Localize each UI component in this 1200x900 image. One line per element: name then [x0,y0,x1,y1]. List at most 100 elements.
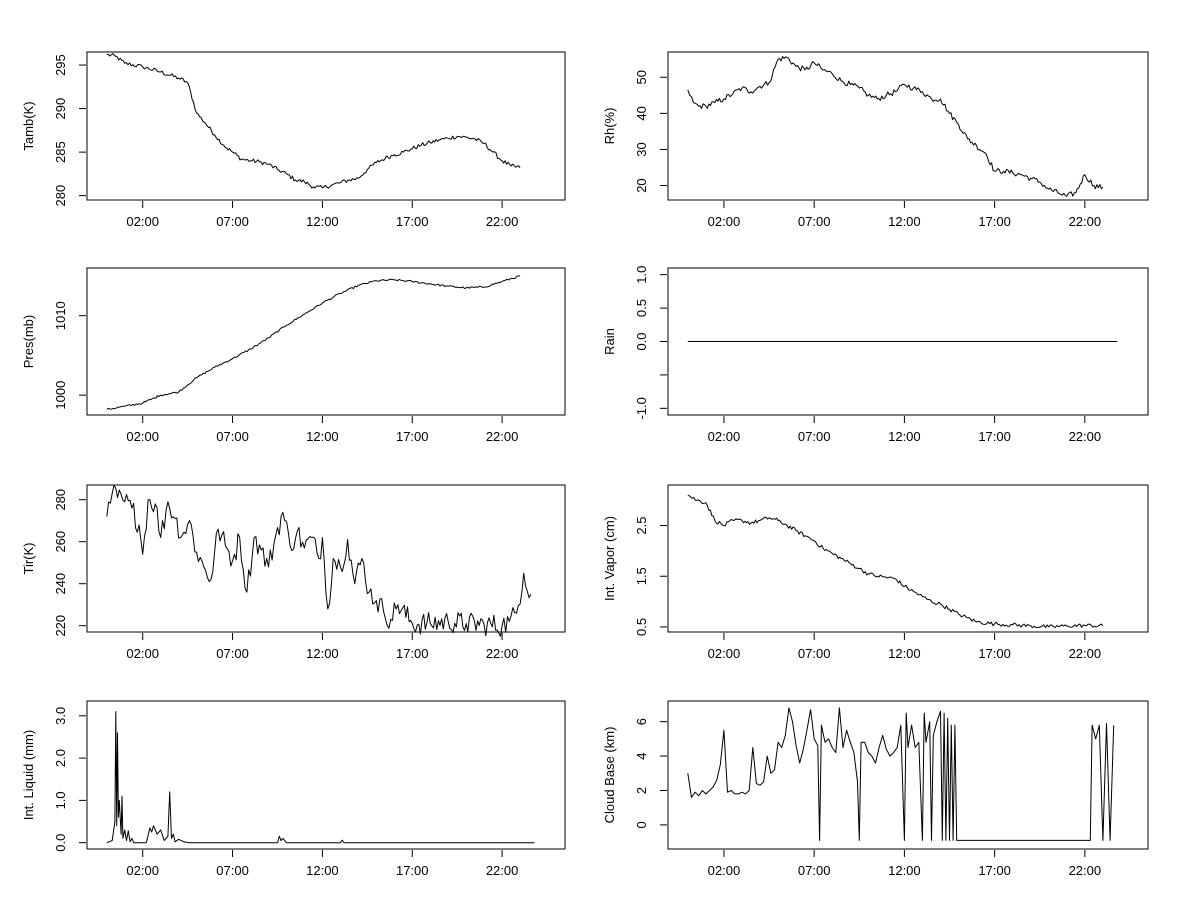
y-axis-title: Rain [602,328,617,355]
y-tick-label: 0.5 [634,618,649,636]
y-tick-label: 260 [53,531,68,553]
x-tick-label: 22:00 [486,429,519,444]
plot-frame [667,484,1149,633]
x-tick-label: 02:00 [126,646,159,661]
x-tick-label: 12:00 [306,214,339,229]
x-tick-label: 17:00 [978,646,1011,661]
y-tick-label: 0 [634,821,649,828]
x-tick-label: 12:00 [888,429,921,444]
x-tick-label: 17:00 [396,429,429,444]
x-tick-label: 12:00 [888,646,921,661]
y-tick-label: 0.5 [634,299,649,317]
x-tick-label: 17:00 [396,646,429,661]
plot-frame [667,700,1149,850]
x-tick-label: 07:00 [216,863,249,878]
plot-frame [667,267,1149,416]
y-tick-label: 2 [634,787,649,794]
chart-panel-cloudbase: 02:00 07:00 12:00 17:00 22:00 0 2 4 6 Cloud Base … [602,700,1149,878]
y-tick-label: 220 [53,615,68,637]
y-tick-label: 240 [53,573,68,595]
x-tick-label: 22:00 [1069,863,1102,878]
x-tick-label: 12:00 [306,429,339,444]
y-axis-title: Int. Vapor (cm) [602,516,617,601]
plot-frame [667,51,1149,201]
x-tick-label: 12:00 [306,646,339,661]
x-tick-label: 07:00 [798,214,831,229]
y-tick-label: 295 [53,54,68,76]
x-tick-label: 17:00 [978,214,1011,229]
plot-frame [86,700,566,850]
y-tick-label: 0.0 [53,834,68,852]
series-line-tamb [106,53,521,189]
y-axis-title: Tir(K) [21,542,36,574]
plot-frame [86,51,566,201]
y-axis-title: Rh(%) [602,108,617,145]
x-tick-label: 02:00 [708,214,741,229]
x-tick-label: 02:00 [126,429,159,444]
series-line-tir [106,484,532,637]
series-line-cloudbase [687,707,1115,841]
y-tick-label: 1000 [53,381,68,410]
y-tick-label: 2.0 [53,749,68,767]
y-axis-title: Tamb(K) [21,101,36,150]
x-tick-label: 22:00 [1069,646,1102,661]
y-tick-label: 290 [53,98,68,120]
x-tick-label: 22:00 [486,646,519,661]
x-tick-label: 12:00 [888,863,921,878]
y-tick-label: 280 [53,185,68,207]
series-line-pres [106,275,521,410]
x-tick-label: 02:00 [126,863,159,878]
y-tick-label: 0.0 [634,332,649,350]
plot-frame [86,484,566,633]
series-line-vapor [687,494,1104,629]
x-tick-label: 02:00 [708,646,741,661]
chart-panel-pres: 02:00 07:00 12:00 17:00 22:00 1000 1010 Pres(mb… [21,267,566,444]
x-tick-label: 22:00 [1069,429,1102,444]
x-tick-label: 07:00 [798,646,831,661]
x-tick-label: 07:00 [216,214,249,229]
y-tick-label: 50 [634,70,649,84]
chart-panel-rh: 02:00 07:00 12:00 17:00 22:00 20 30 40 50 Rh(%) [602,51,1149,229]
x-tick-label: 02:00 [708,863,741,878]
chart-panel-tir: 02:00 07:00 12:00 17:00 22:00 220 240 260 280 Tir… [21,484,566,661]
series-line-rh [687,56,1104,197]
chart-panel-rain: 02:00 07:00 12:00 17:00 22:00 -1.0 0.0 0.5 1.0 Ra… [602,266,1149,444]
y-tick-label: 6 [634,718,649,725]
x-tick-label: 22:00 [1069,214,1102,229]
y-tick-label: 1.0 [634,266,649,284]
y-tick-label: 1.0 [53,791,68,809]
y-tick-label: 4 [634,752,649,759]
y-axis-title: Cloud Base (km) [602,727,617,824]
y-axis-title: Int. Liquid (mm) [21,730,36,820]
x-tick-label: 02:00 [708,429,741,444]
y-tick-label: 30 [634,142,649,156]
y-tick-label: 40 [634,106,649,120]
x-tick-label: 17:00 [978,429,1011,444]
x-tick-label: 07:00 [798,863,831,878]
y-tick-label: -1.0 [634,397,649,419]
x-tick-label: 02:00 [126,214,159,229]
chart-panel-tamb: 02:00 07:00 12:00 17:00 22:00 280 285 290 295 Tam… [21,51,566,229]
x-tick-label: 17:00 [978,863,1011,878]
plot-frame [86,267,566,416]
x-tick-label: 07:00 [798,429,831,444]
y-tick-label: 2.5 [634,517,649,535]
y-tick-label: 1.5 [634,567,649,585]
y-axis-title: Pres(mb) [21,315,36,368]
x-tick-label: 22:00 [486,863,519,878]
y-tick-label: 3.0 [53,707,68,725]
x-tick-label: 22:00 [486,214,519,229]
series-line-liquid [106,711,535,844]
y-tick-label: 280 [53,489,68,511]
y-tick-label: 1010 [53,301,68,330]
chart-panel-liquid: 02:00 07:00 12:00 17:00 22:00 0.0 1.0 2.0 3.0 Int… [21,700,566,878]
x-tick-label: 07:00 [216,429,249,444]
x-tick-label: 12:00 [888,214,921,229]
x-tick-label: 17:00 [396,214,429,229]
y-tick-label: 285 [53,141,68,163]
x-tick-label: 07:00 [216,646,249,661]
x-tick-label: 12:00 [306,863,339,878]
chart-panel-vapor: 02:00 07:00 12:00 17:00 22:00 0.5 1.5 2.5 Int. V… [602,484,1149,661]
y-tick-label: 20 [634,178,649,192]
